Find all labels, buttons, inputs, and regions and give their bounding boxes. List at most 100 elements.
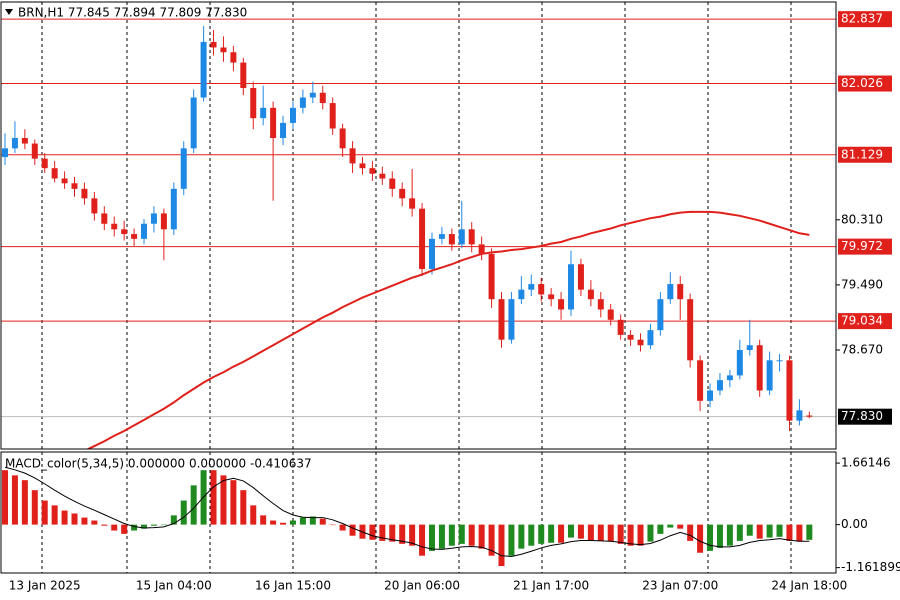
macd-bar: [41, 500, 48, 525]
candle-body: [617, 319, 624, 335]
candle-body: [121, 229, 128, 235]
macd-bar: [617, 524, 624, 544]
macd-bar: [736, 524, 743, 541]
macd-bar: [687, 524, 694, 541]
level-label-box: [838, 313, 892, 330]
macd-bar: [468, 524, 475, 546]
candle-body: [409, 198, 416, 209]
candle-body: [260, 107, 267, 119]
macd-bar: [548, 524, 555, 543]
candle-body: [548, 294, 555, 300]
candle-body: [428, 238, 435, 270]
macd-bar: [260, 515, 267, 525]
level-label: 82.837: [841, 12, 883, 26]
macd-bar: [419, 524, 426, 556]
macd-bar: [329, 524, 336, 526]
macd-bar: [806, 524, 813, 540]
macd-bar: [111, 524, 118, 531]
candle-body: [240, 62, 247, 88]
macd-title: MACD_color(5,34,5) 0.000000 0.000000 -0.…: [5, 457, 312, 471]
macd-bar: [756, 524, 763, 539]
macd-bar: [667, 524, 674, 528]
y-tick-label: 79.490: [841, 277, 883, 291]
candle-body: [677, 284, 684, 300]
chart-title: BRN,H1 77.845 77.894 77.809 77.830: [18, 6, 247, 20]
candle-body: [210, 41, 217, 48]
macd-y-tick-label: 0.00: [841, 517, 868, 531]
macd-bar: [141, 524, 148, 529]
candle-body: [101, 213, 108, 224]
candle-body: [131, 234, 138, 239]
macd-bar: [2, 470, 8, 525]
candle-body: [71, 183, 78, 189]
macd-bar: [240, 490, 247, 525]
macd-bar: [309, 516, 316, 525]
candle-body: [270, 107, 277, 139]
candle-body: [786, 360, 793, 421]
macd-bar: [289, 520, 296, 525]
macd-bar: [101, 524, 108, 526]
level-label-box: [838, 75, 892, 92]
candle-body: [180, 148, 187, 189]
candle-body: [637, 339, 644, 346]
candle-body: [488, 253, 495, 300]
macd-bar: [160, 524, 167, 526]
candle-body: [250, 87, 257, 119]
axes: 80.310 79.490 78.670 82.837 82.026 81.129 79.9…: [9, 11, 900, 593]
candle-body: [627, 334, 634, 340]
macd-y-tick-label: 1.66146: [841, 456, 891, 470]
candle-body: [806, 415, 813, 417]
macd-bar: [190, 485, 197, 525]
macd-bar: [518, 524, 525, 549]
moving-average: [85, 210, 810, 449]
macd-bar: [299, 517, 306, 525]
macd-bar: [81, 517, 88, 525]
x-tick-label: 24 Jan 18:00: [771, 579, 847, 593]
candle-body: [448, 234, 455, 245]
candle-body: [568, 264, 575, 310]
macd-bar: [528, 524, 535, 546]
candle-body: [299, 97, 306, 108]
macd-bar: [558, 524, 565, 543]
candle-body: [230, 52, 237, 63]
candle-body: [577, 264, 584, 290]
candle-body: [11, 138, 18, 149]
macd-bar: [697, 524, 704, 553]
candle-body: [736, 349, 743, 376]
candle-body: [726, 375, 733, 381]
candle-body: [756, 345, 763, 391]
candle-body: [478, 244, 485, 254]
macd-bar: [71, 513, 78, 525]
candle-body: [518, 289, 525, 300]
macd-bar: [458, 524, 465, 544]
macd-bar: [796, 524, 803, 542]
candle-body: [766, 360, 773, 391]
x-tick-label: 23 Jan 07:00: [642, 579, 718, 593]
macd-frame: [0, 451, 837, 574]
candle-body: [339, 128, 346, 149]
macd-bar: [627, 524, 634, 546]
candle-body: [309, 92, 316, 98]
macd-bar: [577, 524, 584, 539]
candle-body: [329, 103, 336, 129]
candle-body: [170, 188, 177, 230]
x-tick-label: 13 Jan 2025: [9, 579, 81, 593]
macd-bar: [399, 524, 406, 544]
macd-bar: [498, 524, 505, 567]
candle-body: [190, 97, 197, 149]
candle-body: [41, 158, 48, 169]
macd-bar: [51, 505, 58, 525]
day-separators: [41, 2, 792, 573]
candle-body: [697, 360, 704, 401]
level-label: 81.129: [841, 147, 883, 161]
candle-body: [141, 223, 148, 239]
macd-bar: [11, 475, 18, 525]
macd-bar: [428, 524, 435, 551]
candle-body: [61, 178, 68, 184]
candle-body: [399, 188, 406, 199]
menu-triangle[interactable]: [5, 9, 13, 15]
candle-body: [2, 148, 8, 158]
price-frame: [0, 1, 837, 450]
macd-bar: [587, 524, 594, 541]
